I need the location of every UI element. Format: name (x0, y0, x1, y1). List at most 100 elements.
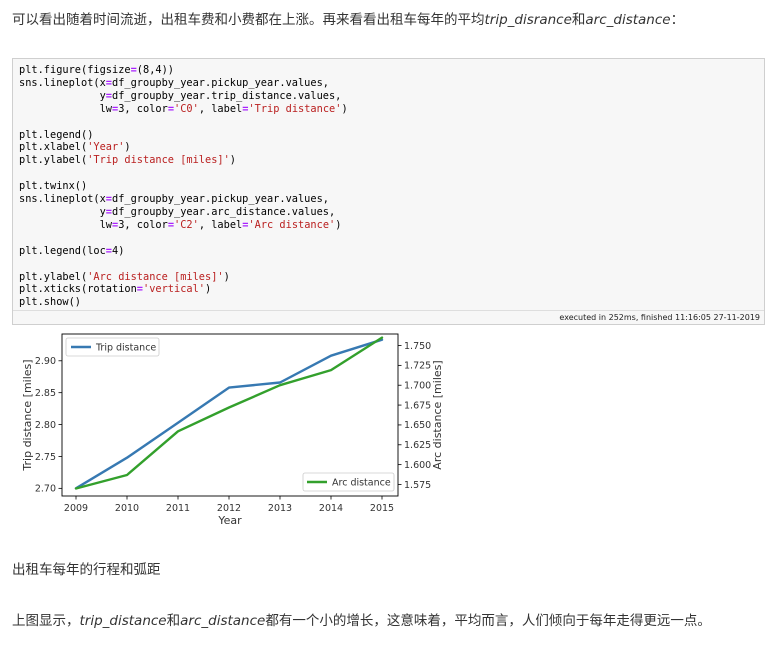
conclusion-text-2: 和 (166, 613, 181, 629)
code-operator: = (105, 193, 112, 206)
right-axis-label: Arc distance [miles] (431, 360, 444, 469)
code-token: y (19, 205, 106, 218)
legend-label-trip: Trip distance (95, 343, 156, 354)
code-operator: = (105, 244, 112, 257)
code-token: df_groupby_year.trip_distance.values, (112, 89, 342, 102)
legend-arc-distance: Arc distance (302, 472, 395, 492)
code-token: plt.xlabel( (19, 141, 88, 154)
code-line: plt.ylabel('Trip distance [miles]') (19, 154, 236, 166)
code-operator: = (130, 64, 137, 76)
code-token: ) (205, 283, 212, 296)
code-token: plt.xticks(rotation (19, 283, 137, 296)
code-token: df_groupby_year.pickup_year.values, (112, 76, 329, 89)
series-line-trip-distance (74, 338, 384, 490)
code-token: y (19, 89, 106, 102)
code-string: 'Arc distance [miles]' (87, 270, 224, 283)
code-token: plt.show() (19, 296, 81, 309)
code-line: sns.lineplot(x=df_groupby_year.pickup_ye… (19, 193, 329, 205)
code-token: plt.figure(figsize (19, 64, 131, 76)
code-token: plt.twinx() (19, 180, 88, 193)
code-operator: = (167, 218, 175, 231)
code-line: plt.show() (19, 296, 81, 308)
code-token: plt.legend(loc (19, 244, 106, 257)
code-line: plt.legend(loc=4) (19, 245, 124, 257)
code-token: , label (198, 218, 243, 231)
left-y-tick-label: 2.70 (35, 484, 56, 495)
code-line: plt.ylabel('Arc distance [miles]') (19, 271, 230, 283)
code-string: 'Year' (87, 141, 125, 154)
execution-info: executed in 252ms, finished 11:16:05 27-… (13, 310, 764, 324)
code-string: 'C2' (174, 218, 199, 231)
code-line: lw=3, color='C0', label='Trip distance') (19, 103, 348, 115)
code-operator: = (242, 218, 249, 231)
code-token: ) (229, 154, 236, 167)
x-axis-label: Year (217, 514, 242, 527)
code-operator: = (167, 102, 175, 115)
right-y-tick-label: 1.575 (404, 480, 431, 491)
left-y-tick-label: 2.85 (35, 388, 56, 399)
code-token: sns.lineplot(x (19, 76, 106, 89)
right-y-tick-label: 1.625 (404, 440, 431, 451)
intro-text-2: 和 (571, 12, 586, 28)
conclusion-text-3: 都有一个小的增长，这意味着，平均而言，人们倾向于每年走得更远一点。 (265, 613, 711, 629)
code-operator: = (105, 76, 112, 89)
code-token: 3, color (118, 218, 168, 231)
code-token: ) (124, 141, 131, 154)
code-string: 'Trip distance' (248, 102, 342, 115)
code-token: plt.legend() (19, 128, 94, 141)
code-string: 'C0' (174, 102, 199, 115)
conclusion-var-trip: trip_distance (79, 613, 167, 629)
right-y-tick-label: 1.750 (404, 341, 431, 352)
code-token: ) (341, 102, 348, 115)
legend-trip-distance: Trip distance (65, 337, 160, 357)
right-y-tick-label: 1.725 (404, 361, 431, 372)
code-token: lw (19, 218, 112, 231)
conclusion-var-arc: arc_distance (180, 613, 266, 629)
code-string: 'vertical' (143, 283, 205, 296)
conclusion-paragraph: 上图显示，trip_distance和arc_distance都有一个小的增长，… (12, 609, 711, 629)
code-token: df_groupby_year.arc_distance.values, (112, 205, 336, 218)
code-line: plt.twinx() (19, 180, 87, 192)
code-token: sns.lineplot(x (19, 193, 106, 206)
right-y-tick-label: 1.700 (404, 381, 431, 392)
code-token: 4) (112, 244, 125, 257)
x-tick-label: 2010 (115, 503, 139, 514)
code-operator: = (105, 89, 112, 102)
x-tick-label: 2012 (217, 503, 241, 514)
code-line: plt.figure(figsize=(8,4)) (19, 64, 174, 76)
code-line: y=df_groupby_year.arc_distance.values, (19, 205, 336, 218)
code-string: 'Trip distance [miles]' (87, 154, 230, 167)
code-token: plt.ylabel( (19, 270, 88, 283)
code-line: plt.xlabel('Year') (19, 141, 131, 153)
x-tick-label: 2014 (319, 503, 343, 514)
left-y-tick-label: 2.75 (35, 452, 56, 463)
x-tick-label: 2013 (268, 503, 292, 514)
right-y-tick-label: 1.600 (404, 460, 431, 471)
conclusion-text-1: 上图显示， (12, 613, 80, 629)
code-operator: = (112, 218, 119, 231)
code-token: df_groupby_year.pickup_year.values, (112, 193, 329, 206)
left-y-tick-label: 2.80 (35, 420, 56, 431)
intro-var-arc: arc_distance (585, 12, 671, 28)
intro-text-3: ： (670, 12, 685, 28)
intro-var-trip: trip_disrance (484, 12, 572, 28)
code-token: , label (198, 102, 243, 115)
code-line: lw=3, color='C2', label='Arc distance') (19, 218, 342, 231)
code-line: sns.lineplot(x=df_groupby_year.pickup_ye… (19, 77, 329, 89)
code-operator: = (105, 205, 112, 218)
code-token: ) (223, 270, 230, 283)
figure-caption: 出租车每年的行程和弧距 (12, 562, 161, 578)
x-tick-label: 2009 (64, 503, 88, 514)
code-token: plt.ylabel( (19, 154, 88, 167)
code-token: (8,4)) (136, 64, 174, 76)
code-operator: = (242, 102, 249, 115)
code-cell[interactable]: plt.figure(figsize=(8,4)) sns.lineplot(x… (12, 58, 765, 325)
code-token: ) (335, 218, 342, 231)
code-token: 3, color (118, 102, 168, 115)
code-block[interactable]: plt.figure(figsize=(8,4)) sns.lineplot(x… (19, 64, 348, 309)
code-string: 'Arc distance' (248, 218, 336, 231)
intro-paragraph: 可以看出随着时间流逝，出租车费和小费都在上涨。再来看看出租车每年的平均trip_… (12, 10, 762, 30)
code-line: plt.legend() (19, 129, 93, 141)
plot-frame (61, 333, 399, 497)
intro-text-1: 可以看出随着时间流逝，出租车费和小费都在上涨。再来看看出租车每年的平均 (12, 12, 485, 28)
